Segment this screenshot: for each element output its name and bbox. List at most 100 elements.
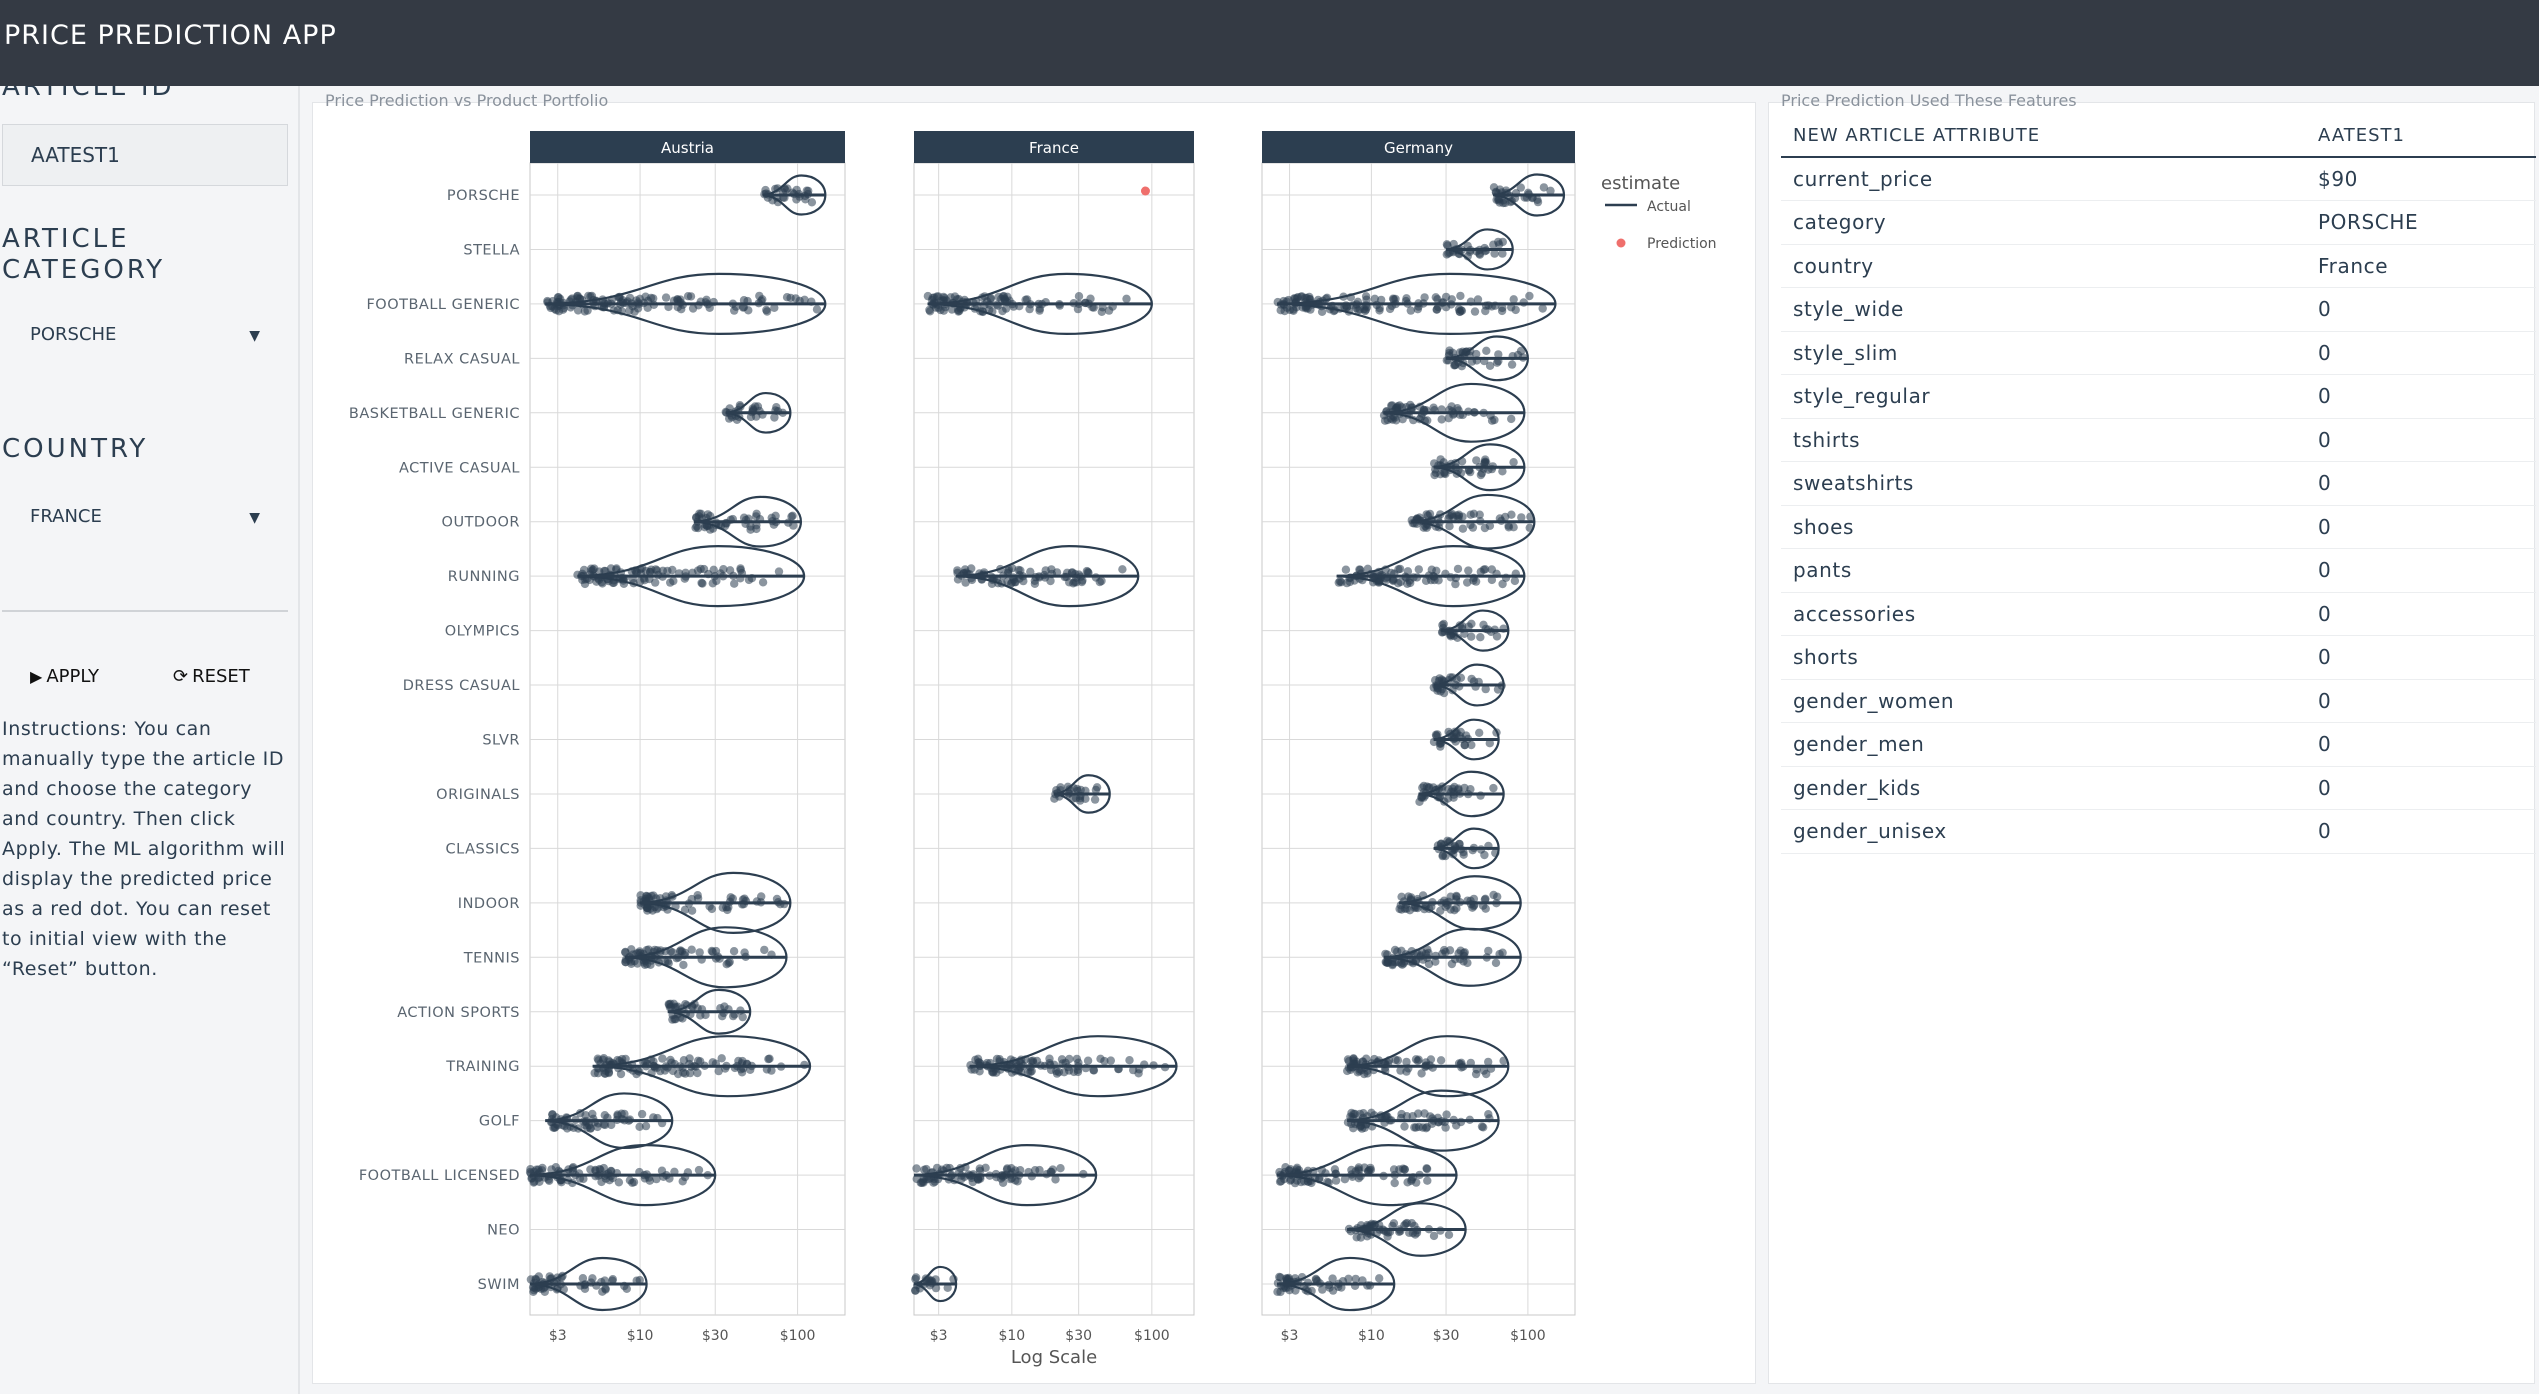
data-point [652,1174,661,1184]
apply-button-label: APPLY [46,666,99,687]
attributes-table: NEW ARTICLE ATTRIBUTE AATEST1 current_pr… [1781,121,2536,854]
data-point [1057,1055,1067,1064]
data-point [1418,783,1427,792]
violin-shape [1347,1089,1500,1152]
violin-shape [1398,875,1522,931]
data-point [707,904,717,914]
data-point [1069,1067,1079,1077]
data-point [1480,850,1489,860]
table-row: shoes 0 [1781,505,2536,549]
data-point [1491,848,1500,858]
facet-strip-label: France [1029,139,1079,157]
data-point [978,307,988,317]
data-point [559,1285,568,1294]
data-point [1072,1054,1082,1064]
data-point [1494,350,1503,359]
country-select[interactable]: FRANCE ▼ [30,506,260,542]
facet-strip [914,131,1194,163]
data-point [1422,1164,1432,1174]
data-point [1317,307,1327,316]
data-point [1460,740,1470,750]
data-point [544,1175,553,1184]
category-select[interactable]: PORSCHE ▼ [30,324,260,360]
violin-shape [667,988,752,1035]
data-point [1466,467,1475,477]
data-point [1375,1274,1384,1283]
category-label: INDOOR [458,896,520,912]
data-point [979,568,989,577]
data-point [1300,1177,1309,1186]
column-header-attribute: NEW ARTICLE ATTRIBUTE [1781,121,2306,158]
data-point [730,306,739,315]
data-point [1072,578,1081,587]
data-point [670,1003,680,1013]
data-point [942,1163,951,1173]
attribute-name-cell: sweatshirts [1781,461,2306,506]
data-point [911,1286,920,1295]
data-point [1354,1163,1364,1172]
data-point [1507,510,1516,519]
data-point [1046,576,1055,586]
data-point [637,1109,647,1119]
data-point [1412,948,1422,957]
data-point [549,1123,558,1132]
category-label: ORIGINALS [436,787,520,803]
data-point [1417,412,1426,421]
data-point [563,1176,573,1185]
x-tick-label: $100 [1510,1328,1546,1344]
data-point [1309,1166,1318,1176]
data-point [1469,677,1479,686]
data-point [1516,346,1526,356]
table-header-row: NEW ARTICLE ATTRIBUTE AATEST1 [1781,121,2536,158]
data-point [1422,510,1431,519]
sidebar: ARTICLE ID AATEST1 ARTICLE CATEGORY PORS… [0,86,300,1394]
apply-button[interactable]: ▶ APPLY [30,666,99,687]
reset-button[interactable]: ⟳ RESET [173,666,250,687]
data-point [1501,198,1510,208]
table-row: pants 0 [1781,548,2536,593]
x-tick-label: $3 [930,1328,948,1344]
data-point [1389,1219,1399,1228]
data-point [735,401,745,410]
data-point [1351,1274,1360,1284]
attribute-value-cell: 0 [2306,505,2536,549]
data-point [609,578,619,587]
data-point [1307,1286,1316,1296]
data-point [540,1287,549,1297]
data-point [933,1174,943,1184]
data-point [1289,306,1298,315]
data-point [694,512,704,521]
data-point [1035,306,1044,315]
data-point [1436,510,1445,519]
data-point [1052,1069,1062,1078]
data-point [622,1284,631,1294]
data-point [560,1121,569,1131]
data-point [1493,892,1502,901]
article-id-input[interactable]: AATEST1 [2,124,288,186]
category-label: FOOTBALL GENERIC [366,297,520,313]
article-category-label-line1: ARTICLE [2,224,130,254]
data-point [1030,1166,1040,1175]
data-point [1403,567,1413,576]
data-point [695,948,704,957]
data-point [1460,948,1470,957]
data-point [1402,1057,1411,1067]
attribute-name-cell: gender_unisex [1781,809,2306,854]
data-point [996,564,1005,574]
data-point [696,564,705,574]
data-point [956,1163,965,1173]
data-point [729,947,739,956]
data-point [599,1054,608,1063]
violin-shape [927,272,1153,336]
attribute-name-cell: pants [1781,548,2306,593]
data-point [1106,1056,1115,1065]
data-point [687,906,697,915]
data-point [545,1272,554,1281]
attribute-name-cell: shoes [1781,505,2306,549]
data-point [1339,292,1348,301]
data-point [1273,1287,1282,1297]
data-point [1346,293,1356,302]
data-point [1517,513,1526,522]
data-point [1411,957,1421,966]
data-point [679,960,688,970]
